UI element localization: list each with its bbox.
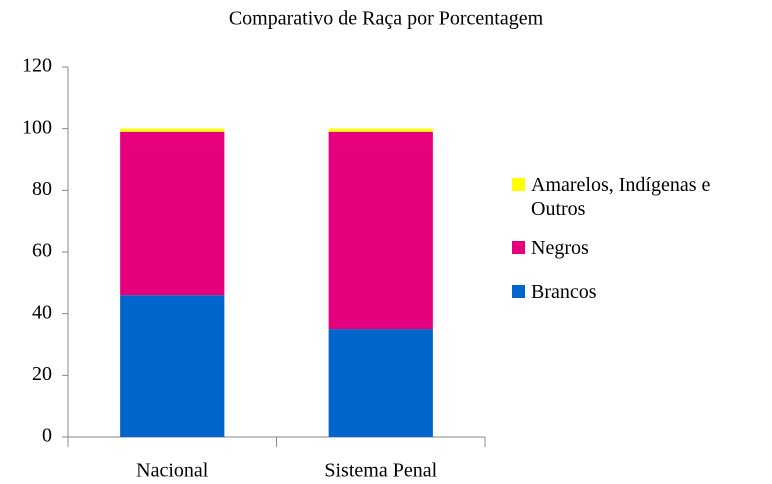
y-tick-label: 40 (32, 301, 52, 323)
y-tick-label: 0 (42, 425, 52, 447)
y-tick-label: 100 (22, 116, 52, 138)
bar-segment (120, 128, 225, 132)
legend-item: Negros (512, 236, 766, 260)
y-tick-label: 60 (32, 240, 52, 262)
bar-segment (120, 131, 225, 296)
y-tick-label: 120 (22, 55, 52, 77)
legend-label: Negros (531, 237, 589, 259)
bar-segment (328, 329, 433, 437)
legend-item: Amarelos, Indígenas e Outros (512, 173, 766, 221)
bar-segment (328, 128, 433, 132)
chart-title: Comparativo de Raça por Porcentagem (229, 8, 544, 30)
legend-label: Amarelos, Indígenas e Outros (531, 174, 711, 220)
y-tick-label: 80 (32, 178, 52, 200)
legend-swatch (512, 285, 525, 298)
legend-swatch (512, 178, 525, 191)
x-tick-label: Sistema Penal (324, 460, 437, 482)
legend-label: Brancos (531, 281, 597, 303)
legend-swatch (512, 241, 525, 254)
y-tick-label: 20 (32, 363, 52, 385)
bar-segment (120, 295, 225, 437)
bar-segment (328, 131, 433, 330)
legend-item: Brancos (512, 280, 766, 304)
x-tick-label: Nacional (136, 460, 209, 482)
